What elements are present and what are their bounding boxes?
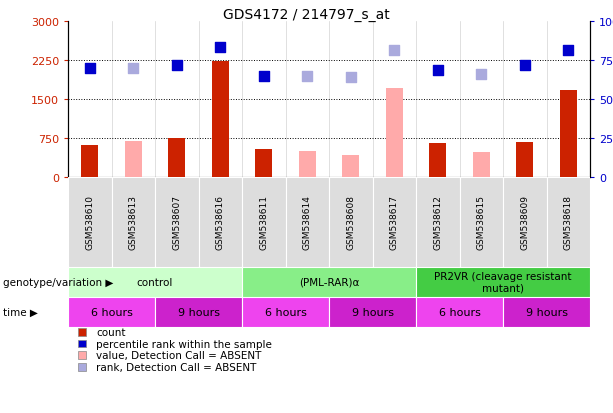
Text: GSM538609: GSM538609 — [520, 195, 529, 250]
Bar — [473, 153, 490, 178]
Text: GSM538607: GSM538607 — [172, 195, 181, 250]
Bar — [155, 178, 199, 267]
Bar — [503, 178, 547, 267]
Text: GSM538608: GSM538608 — [346, 195, 356, 250]
Bar — [81, 145, 99, 178]
Bar — [386, 88, 403, 178]
Bar — [416, 267, 590, 297]
Text: count: count — [96, 327, 126, 337]
Text: GDS4172 / 214797_s_at: GDS4172 / 214797_s_at — [223, 8, 390, 22]
Bar — [329, 178, 373, 267]
Bar — [155, 297, 242, 327]
Bar — [68, 267, 242, 297]
Point — [520, 63, 530, 69]
Bar — [124, 141, 142, 178]
Point — [128, 65, 138, 72]
Text: 6 hours: 6 hours — [91, 307, 132, 317]
Bar — [503, 297, 590, 327]
Point — [476, 71, 486, 78]
Text: GSM538611: GSM538611 — [259, 195, 268, 250]
Text: GSM538614: GSM538614 — [303, 195, 312, 250]
Text: GSM538616: GSM538616 — [216, 195, 225, 250]
Bar — [560, 90, 577, 178]
Point — [215, 45, 225, 51]
Bar — [373, 178, 416, 267]
Text: value, Detection Call = ABSENT: value, Detection Call = ABSENT — [96, 350, 262, 360]
Text: GSM538612: GSM538612 — [433, 195, 442, 250]
Text: 9 hours: 9 hours — [351, 307, 394, 317]
Text: 6 hours: 6 hours — [438, 307, 481, 317]
Bar — [168, 139, 186, 178]
Bar — [68, 178, 112, 267]
Point — [172, 63, 181, 69]
Text: 9 hours: 9 hours — [178, 307, 219, 317]
Bar — [547, 178, 590, 267]
Text: time ▶: time ▶ — [3, 307, 38, 317]
Bar — [299, 152, 316, 178]
Text: PR2VR (cleavage resistant
mutant): PR2VR (cleavage resistant mutant) — [434, 271, 572, 293]
Bar — [242, 178, 286, 267]
Text: control: control — [137, 277, 173, 287]
Bar — [429, 143, 446, 178]
Text: rank, Detection Call = ABSENT: rank, Detection Call = ABSENT — [96, 362, 257, 372]
Point — [85, 65, 94, 72]
Text: percentile rank within the sample: percentile rank within the sample — [96, 339, 272, 349]
Text: GSM538617: GSM538617 — [390, 195, 398, 250]
Text: (PML-RAR)α: (PML-RAR)α — [299, 277, 359, 287]
Bar — [242, 297, 329, 327]
Bar — [255, 150, 272, 178]
Bar — [460, 178, 503, 267]
Bar — [516, 143, 533, 178]
Bar — [199, 178, 242, 267]
Point — [433, 68, 443, 74]
Bar — [112, 178, 155, 267]
Point — [259, 73, 268, 80]
Point — [302, 73, 312, 80]
Text: 9 hours: 9 hours — [525, 307, 568, 317]
Text: 6 hours: 6 hours — [265, 307, 306, 317]
Bar — [416, 297, 503, 327]
Text: GSM538615: GSM538615 — [477, 195, 485, 250]
Bar — [329, 297, 416, 327]
Text: GSM538610: GSM538610 — [85, 195, 94, 250]
Point — [563, 47, 573, 54]
Text: genotype/variation ▶: genotype/variation ▶ — [3, 277, 113, 287]
Bar — [416, 178, 460, 267]
Point — [389, 47, 399, 54]
Text: GSM538613: GSM538613 — [129, 195, 138, 250]
Point — [346, 75, 356, 81]
Bar — [211, 62, 229, 178]
Bar — [242, 267, 416, 297]
Text: GSM538618: GSM538618 — [564, 195, 573, 250]
Bar — [286, 178, 329, 267]
Bar — [342, 155, 359, 178]
Bar — [68, 297, 155, 327]
